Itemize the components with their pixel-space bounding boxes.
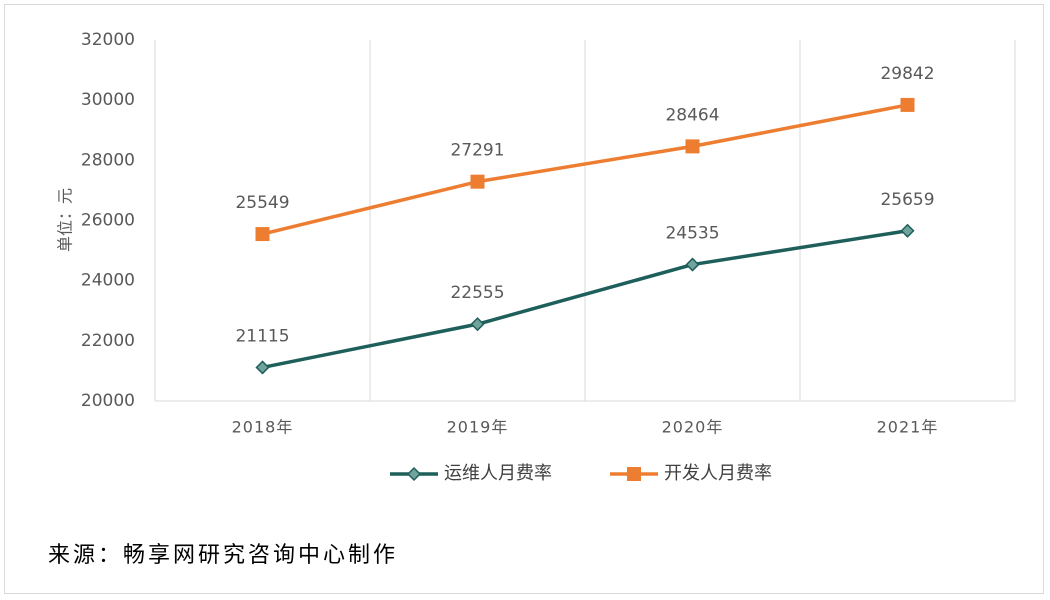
- y-axis-label: 单位：元: [56, 188, 75, 252]
- data-label: 24535: [665, 224, 719, 244]
- x-tick-label: 2018年: [232, 418, 294, 437]
- data-label: 25659: [880, 190, 934, 210]
- x-tick-label: 2019年: [447, 418, 509, 437]
- y-tick-label: 26000: [81, 211, 135, 231]
- data-label: 25549: [235, 193, 289, 213]
- data-label: 29842: [880, 64, 934, 84]
- chart-frame: [4, 4, 1044, 594]
- data-point-marker: [470, 174, 485, 189]
- data-point-marker: [900, 97, 915, 112]
- data-label: 28464: [665, 105, 719, 125]
- legend-swatch-marker: [627, 467, 641, 481]
- y-tick-label: 32000: [81, 30, 135, 50]
- y-tick-label: 20000: [81, 391, 135, 411]
- data-label: 27291: [450, 141, 504, 161]
- x-tick-label: 2021年: [877, 418, 939, 437]
- series-line: [262, 103, 908, 236]
- data-point-marker: [470, 317, 485, 332]
- y-tick-label: 24000: [81, 271, 135, 291]
- y-tick-label: 22000: [81, 331, 135, 351]
- data-point-marker: [255, 360, 270, 375]
- data-point-marker: [685, 257, 700, 272]
- legend-entry: 运维人月费率: [444, 463, 552, 484]
- data-point-marker: [900, 223, 915, 238]
- x-tick-label: 2020年: [662, 418, 724, 437]
- y-tick-label: 30000: [81, 90, 135, 110]
- data-label: 21115: [235, 326, 289, 346]
- legend-swatch-marker: [406, 466, 422, 482]
- data-point-marker: [255, 227, 270, 242]
- legend-entry: 开发人月费率: [664, 463, 772, 484]
- y-tick-label: 28000: [81, 150, 135, 170]
- data-label: 22555: [450, 283, 504, 303]
- series-line: [262, 229, 908, 370]
- data-point-marker: [685, 139, 700, 154]
- source-note: 来源：畅享网研究咨询中心制作: [48, 543, 399, 568]
